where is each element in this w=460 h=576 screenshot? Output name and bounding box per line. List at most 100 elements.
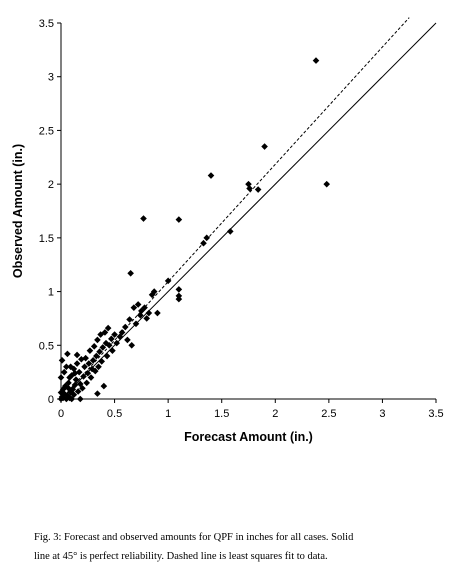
data-points	[57, 57, 331, 403]
data-point	[111, 331, 118, 338]
x-tick-label: 2.5	[321, 408, 336, 420]
y-tick-label: 0	[48, 394, 54, 406]
x-tick-label: 1.5	[214, 408, 229, 420]
data-point	[154, 309, 161, 317]
data-point	[76, 380, 84, 388]
data-point	[96, 348, 103, 356]
data-point	[246, 185, 253, 192]
data-point	[90, 343, 98, 350]
data-point	[140, 215, 147, 222]
data-point	[86, 347, 94, 354]
x-tick-label: 0.5	[107, 408, 122, 420]
data-point	[124, 336, 131, 344]
y-tick-label: 3.5	[39, 18, 54, 30]
data-point	[85, 360, 93, 367]
data-point	[323, 180, 331, 188]
data-point	[203, 234, 211, 242]
data-point	[118, 329, 126, 336]
data-point	[73, 360, 81, 367]
data-point	[108, 335, 115, 343]
data-point	[127, 270, 134, 277]
data-point	[141, 304, 148, 311]
caption-line-1: Fig. 3: Forecast and observed amounts fo…	[34, 532, 354, 543]
data-point	[58, 357, 66, 364]
data-point	[104, 324, 112, 332]
data-point	[101, 329, 109, 336]
data-point	[200, 239, 207, 247]
data-point	[71, 369, 79, 377]
data-point	[109, 347, 116, 354]
data-point	[72, 376, 80, 383]
y-tick-label: 1	[48, 287, 54, 299]
data-point	[80, 373, 87, 380]
data-point	[261, 143, 268, 150]
data-point	[71, 381, 79, 389]
data-point	[175, 286, 183, 293]
data-point	[87, 374, 95, 381]
data-point	[116, 333, 124, 340]
data-point	[143, 315, 151, 322]
data-point	[150, 288, 158, 295]
data-point	[136, 311, 144, 319]
caption-line-2: line at 45° is perfect reliability. Dash…	[34, 551, 328, 562]
data-point	[65, 379, 72, 387]
data-point	[226, 228, 234, 235]
data-point	[312, 57, 320, 64]
y-tick-label: 2	[48, 179, 54, 191]
data-point	[67, 363, 74, 371]
data-point	[65, 384, 72, 392]
data-point	[121, 323, 129, 331]
data-point	[145, 309, 153, 317]
data-point	[84, 369, 92, 377]
data-point	[103, 352, 111, 360]
data-point	[254, 186, 262, 193]
data-point	[128, 341, 136, 349]
y-tick-label: 3	[48, 72, 54, 84]
x-axis-ticks: 0 0.5 1 1.5 2 2.5 3 3.5	[58, 399, 444, 420]
data-point	[98, 358, 106, 365]
perfect-reliability-line	[60, 22, 437, 400]
y-axis-title: Observed Amount (in.)	[11, 144, 25, 278]
data-point	[175, 216, 183, 223]
x-tick-label: 3	[379, 408, 385, 420]
data-point	[94, 336, 101, 344]
data-point	[83, 379, 91, 387]
data-point	[73, 351, 81, 359]
figure-caption: Fig. 3: Forecast and observed amounts fo…	[34, 528, 444, 566]
x-tick-label: 2	[272, 408, 278, 420]
x-tick-label: 3.5	[428, 408, 443, 420]
x-axis-title: Forecast Amount (in.)	[184, 430, 313, 444]
data-point	[81, 363, 88, 371]
y-tick-label: 1.5	[39, 233, 54, 245]
data-point	[91, 367, 99, 375]
data-point	[60, 368, 68, 376]
y-tick-label: 2.5	[39, 125, 54, 137]
data-point	[64, 350, 71, 358]
data-point	[134, 301, 142, 308]
data-point	[207, 172, 215, 179]
data-point	[99, 344, 107, 351]
data-point	[130, 304, 138, 311]
data-point	[100, 382, 108, 390]
data-point	[63, 363, 70, 371]
data-point	[132, 320, 140, 328]
data-point	[74, 388, 82, 395]
data-point	[148, 291, 156, 299]
data-point	[75, 368, 83, 376]
data-point	[113, 339, 121, 347]
data-point	[95, 363, 102, 371]
data-point	[126, 316, 133, 323]
data-point	[78, 355, 85, 363]
x-tick-label: 1	[165, 408, 171, 420]
data-point	[105, 341, 113, 349]
x-tick-label: 0	[58, 408, 64, 420]
data-point	[70, 391, 78, 399]
y-tick-label: 0.5	[39, 340, 54, 352]
least-squares-fit-line	[60, 17, 410, 400]
scatter-chart: 0 0.5 1 1.5 2 2.5 3 3.5 0 0.5 1 1.5 2 2.5 3 3.5 Foreca…	[11, 17, 444, 444]
data-point	[164, 277, 172, 285]
data-point	[94, 390, 101, 397]
data-point	[175, 295, 183, 303]
data-point	[89, 357, 97, 364]
data-point	[93, 352, 100, 360]
